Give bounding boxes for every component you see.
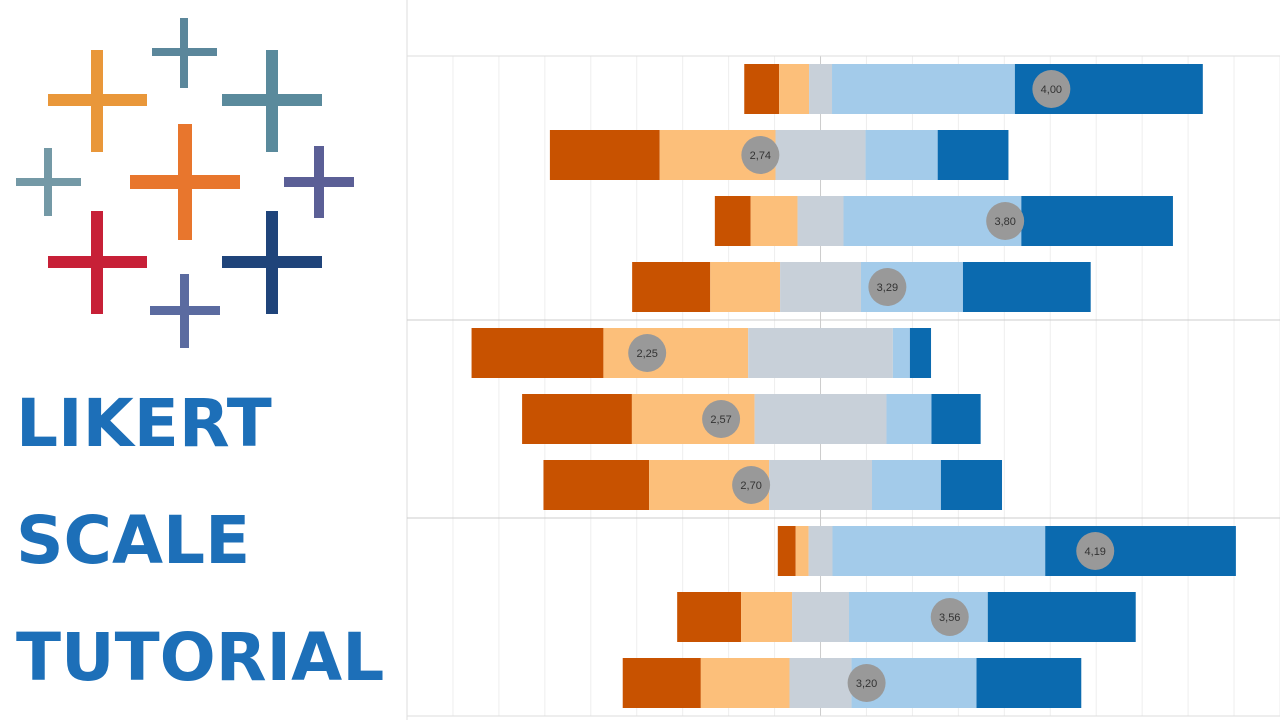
bar-segment — [677, 592, 742, 642]
logo — [16, 18, 354, 348]
bar-segment — [780, 262, 861, 312]
bar-segment — [795, 526, 809, 576]
mean-label: 3,80 — [994, 216, 1015, 228]
bar-segment — [809, 64, 833, 114]
mean-marker — [628, 334, 667, 372]
bar-segment — [865, 130, 938, 180]
bar-segment — [769, 460, 872, 510]
bar-segment — [603, 328, 749, 378]
bar-segment — [741, 592, 793, 642]
title-line: TUTORIAL — [16, 619, 384, 696]
bar-segment — [779, 64, 810, 114]
bar-segment — [832, 64, 1015, 114]
bar-segment — [931, 394, 981, 444]
bar-segment — [748, 328, 893, 378]
bar-segment — [789, 658, 852, 708]
mean-label: 2,70 — [740, 480, 761, 492]
mean-label: 4,00 — [1041, 84, 1062, 96]
bar-segment — [976, 658, 1082, 708]
bar-segment — [775, 130, 866, 180]
mean-marker — [732, 466, 771, 504]
mean-label: 3,29 — [877, 282, 898, 294]
mean-marker — [741, 136, 780, 174]
bar-segment — [710, 262, 781, 312]
mean-label: 2,74 — [750, 150, 771, 162]
mean-label: 3,56 — [939, 612, 960, 624]
bar-segment — [962, 262, 1091, 312]
bar-segment — [892, 328, 910, 378]
bar-segment — [909, 328, 932, 378]
bar-segment — [871, 460, 941, 510]
mean-marker — [702, 400, 741, 438]
mean-marker — [1032, 70, 1071, 108]
bar-segment — [1021, 196, 1173, 246]
bar-segment — [940, 460, 1003, 510]
bar-segment — [937, 130, 1009, 180]
bar-segment — [987, 592, 1136, 642]
mean-label: 2,57 — [710, 414, 731, 426]
bar-segment — [714, 196, 751, 246]
bar-segment — [777, 526, 796, 576]
bar-segment — [792, 592, 850, 642]
bar-segment — [754, 394, 887, 444]
mean-marker — [847, 664, 886, 702]
plot: 4,00 2,74 3,80 3,29 2,25 2,57 2,70 4,19 3,56 3,20 — [452, 56, 1280, 716]
bar-segment — [543, 460, 650, 510]
mean-marker — [1076, 532, 1115, 570]
bar-segment — [750, 196, 798, 246]
mean-label: 4,19 — [1085, 546, 1106, 558]
bar-segment — [886, 394, 932, 444]
mean-label: 3,20 — [856, 678, 877, 690]
mean-marker — [930, 598, 969, 636]
mean-marker — [868, 268, 907, 306]
title-line: SCALE — [16, 502, 250, 579]
title-line: LIKERT — [16, 385, 272, 462]
mean-label: 2,25 — [636, 348, 657, 360]
bar-segment — [797, 196, 844, 246]
bar-segment — [808, 526, 833, 576]
bar-segment — [622, 658, 701, 708]
bar-segment — [471, 328, 604, 378]
bar-segment — [632, 262, 711, 312]
bar-segment — [700, 658, 790, 708]
bar-segment — [832, 526, 1046, 576]
bar-segment — [744, 64, 780, 114]
mean-marker — [986, 202, 1025, 240]
bar-segment — [549, 130, 660, 180]
bar-segment — [522, 394, 632, 444]
bar-segment — [1045, 526, 1236, 576]
